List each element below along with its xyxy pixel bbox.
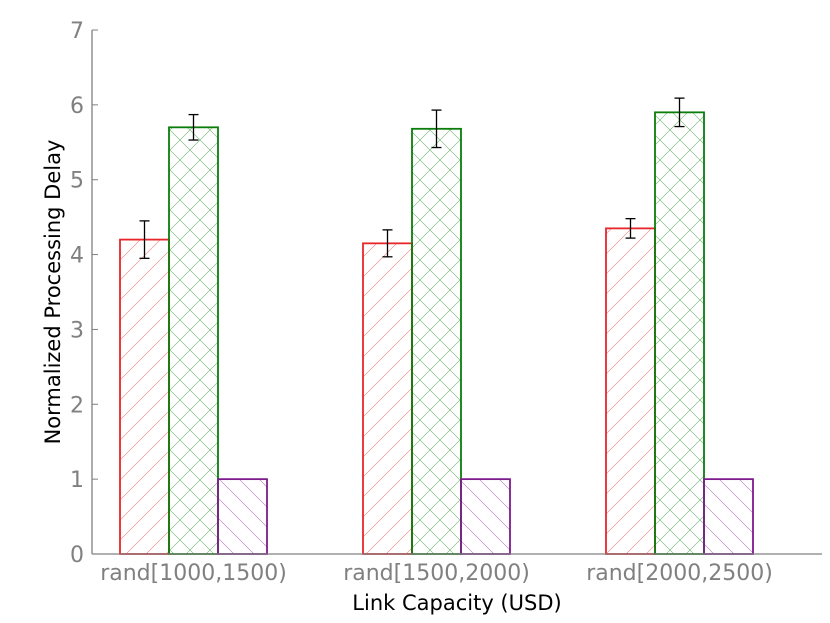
bar-hatch bbox=[606, 228, 655, 554]
bar-hatch bbox=[169, 127, 218, 555]
bar-hatch bbox=[461, 479, 510, 554]
x-tick-label: rand[2000,2500) bbox=[586, 561, 773, 586]
y-tick-label: 7 bbox=[70, 19, 84, 44]
x-tick-label: rand[1000,1500) bbox=[100, 561, 287, 586]
y-tick-label: 5 bbox=[70, 169, 84, 194]
y-tick-label: 2 bbox=[70, 393, 84, 418]
bar-hatch bbox=[655, 112, 704, 554]
bar-hatch bbox=[363, 243, 412, 555]
bar-hatch bbox=[120, 239, 169, 554]
y-tick-label: 6 bbox=[70, 94, 84, 119]
error-bars bbox=[139, 97, 685, 259]
x-axis-ticks: rand[1000,1500) rand[1500,2000) rand[2000,… bbox=[100, 561, 773, 586]
bars bbox=[119, 111, 754, 555]
bar-hatch bbox=[704, 479, 753, 554]
y-tick-label: 0 bbox=[70, 543, 84, 568]
y-tick-label: 1 bbox=[70, 468, 84, 493]
x-axis-label: Link Capacity (USD) bbox=[352, 591, 561, 615]
y-tick-label: 3 bbox=[70, 318, 84, 343]
y-axis-ticks: 0 1 2 3 4 5 6 7 bbox=[70, 19, 98, 568]
bar-hatch bbox=[412, 128, 461, 554]
bar-hatch bbox=[218, 479, 267, 554]
y-axis-label: Normalized Processing Delay bbox=[41, 140, 65, 445]
y-tick-label: 4 bbox=[70, 244, 84, 269]
x-tick-label: rand[1500,2000) bbox=[343, 561, 530, 586]
